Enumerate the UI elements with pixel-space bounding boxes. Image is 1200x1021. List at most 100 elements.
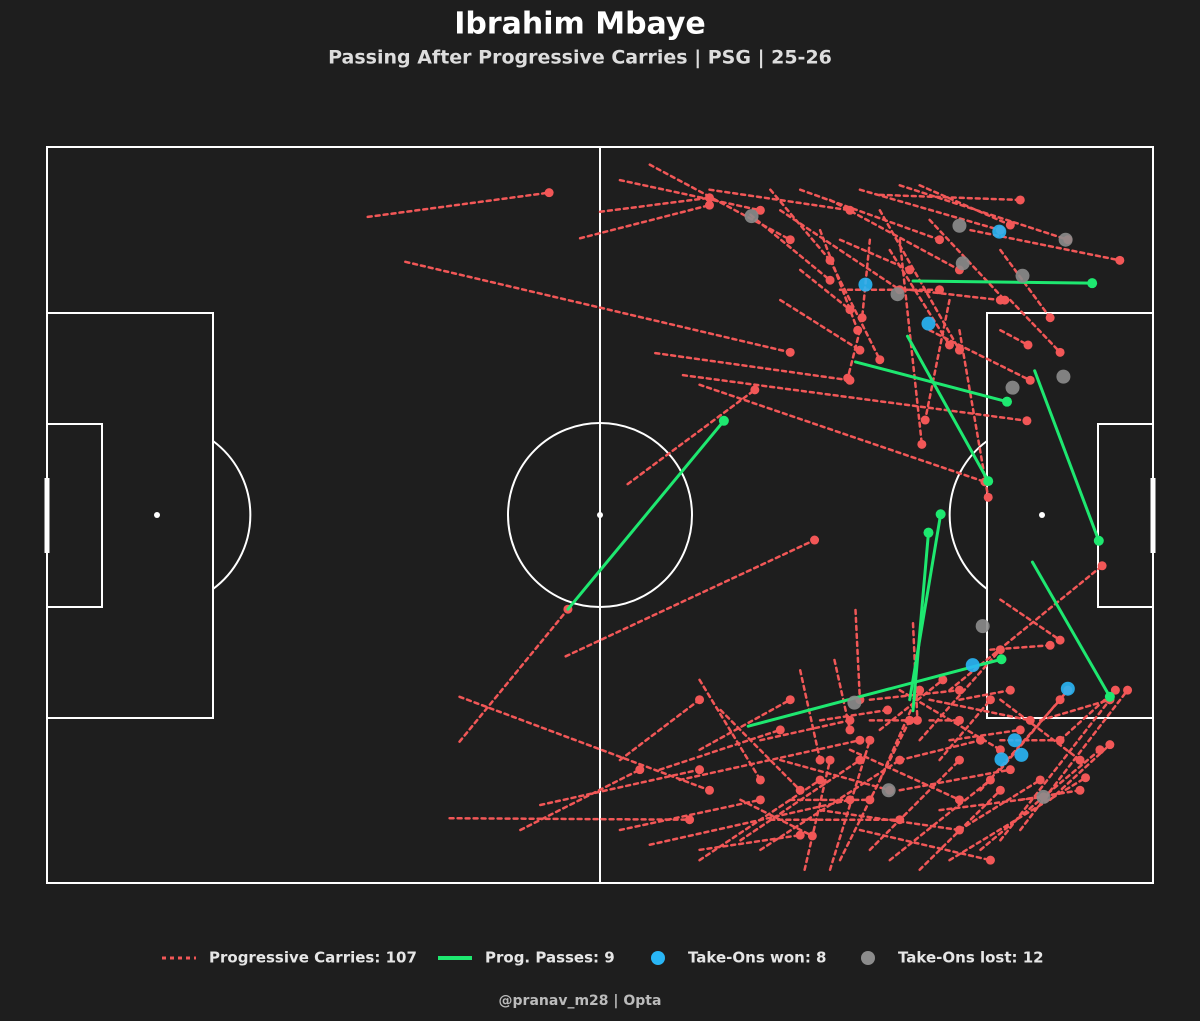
carry — [838, 719, 911, 862]
carry-end — [1025, 375, 1035, 385]
carry-end — [810, 535, 820, 545]
centre-circle — [507, 422, 693, 608]
carry-end — [912, 715, 922, 725]
pass — [911, 279, 1094, 285]
take-on — [1007, 733, 1022, 748]
carry — [818, 228, 859, 332]
carry — [848, 748, 961, 802]
carry — [798, 669, 822, 762]
carry — [1009, 298, 1062, 354]
carry — [458, 695, 711, 792]
carry — [578, 203, 711, 240]
carry-end — [825, 755, 835, 765]
centre-spot — [597, 512, 603, 518]
carry-end — [995, 745, 1005, 755]
carry — [458, 607, 570, 743]
carry — [908, 288, 1002, 302]
carry — [654, 351, 852, 382]
carry — [1019, 789, 1082, 802]
carry — [918, 184, 1012, 227]
carry-end — [1123, 685, 1133, 695]
carry-end — [938, 675, 948, 685]
carry — [519, 768, 642, 832]
carry — [838, 238, 911, 272]
take-on — [847, 695, 862, 710]
carry-end — [1110, 685, 1120, 695]
carry-end — [750, 385, 760, 395]
carry-end — [1055, 347, 1065, 357]
carry — [999, 688, 1070, 771]
carry-end — [785, 347, 795, 357]
carry-end — [920, 415, 930, 425]
take-on — [1058, 232, 1073, 247]
carry — [828, 259, 882, 361]
carry-end — [954, 715, 964, 725]
marks — [366, 163, 1133, 872]
carry-end — [1105, 740, 1115, 750]
penalty-spot — [154, 512, 160, 518]
carry-end — [954, 345, 964, 355]
pass-end — [1002, 396, 1013, 407]
carry — [958, 778, 1042, 832]
carry-end — [825, 275, 835, 285]
carry — [878, 193, 1022, 202]
carry — [948, 728, 1022, 742]
carry — [1038, 698, 1112, 722]
carry — [854, 608, 862, 701]
legend-marker — [861, 951, 875, 965]
pitch — [44, 146, 1156, 884]
carry-end — [1005, 685, 1015, 695]
take-on — [890, 287, 905, 302]
take-on — [858, 277, 873, 292]
carry — [626, 388, 757, 486]
take-on — [965, 658, 980, 673]
carry-end — [755, 795, 765, 805]
carry — [719, 708, 802, 792]
carry-end — [775, 725, 785, 735]
carry-end — [755, 205, 765, 215]
carry — [798, 268, 852, 311]
pass — [908, 512, 943, 702]
carry — [1019, 688, 1129, 832]
take-on — [1005, 380, 1020, 395]
carry — [878, 678, 945, 732]
carry-end — [1055, 735, 1065, 745]
carry-end — [995, 295, 1005, 305]
legend-label: Prog. Passes: 9 — [485, 949, 615, 967]
carry-end — [815, 755, 825, 765]
carry-end — [1005, 220, 1015, 230]
carry — [769, 188, 832, 262]
carry-end — [855, 735, 865, 745]
pass — [905, 334, 990, 483]
take-on — [994, 752, 1009, 767]
carry-end — [954, 755, 964, 765]
carry — [999, 329, 1030, 347]
carry — [818, 808, 961, 832]
carry — [818, 708, 889, 722]
carry-end — [875, 355, 885, 365]
carry — [999, 248, 1052, 320]
carry-end — [1115, 255, 1125, 265]
carry-end — [704, 785, 714, 795]
pass — [911, 531, 930, 713]
carry-end — [785, 235, 795, 245]
carry-end — [1015, 195, 1025, 205]
carry — [828, 738, 872, 872]
pass — [746, 657, 1003, 728]
legend-label: Progressive Carries: 107 — [209, 949, 417, 967]
take-on — [881, 783, 896, 798]
carry-end — [1022, 416, 1032, 426]
carry — [846, 329, 862, 380]
carry-end — [843, 373, 853, 383]
legend: Progressive Carries: 107 Prog. Passes: 9 T… — [162, 949, 1044, 967]
carry — [958, 329, 990, 499]
carry — [999, 698, 1082, 762]
carry — [979, 748, 1102, 852]
pass-end — [996, 654, 1007, 665]
carry-end — [865, 735, 875, 745]
carry-end — [685, 815, 695, 825]
take-on — [955, 256, 970, 271]
take-on — [744, 209, 759, 224]
carry — [898, 738, 982, 762]
